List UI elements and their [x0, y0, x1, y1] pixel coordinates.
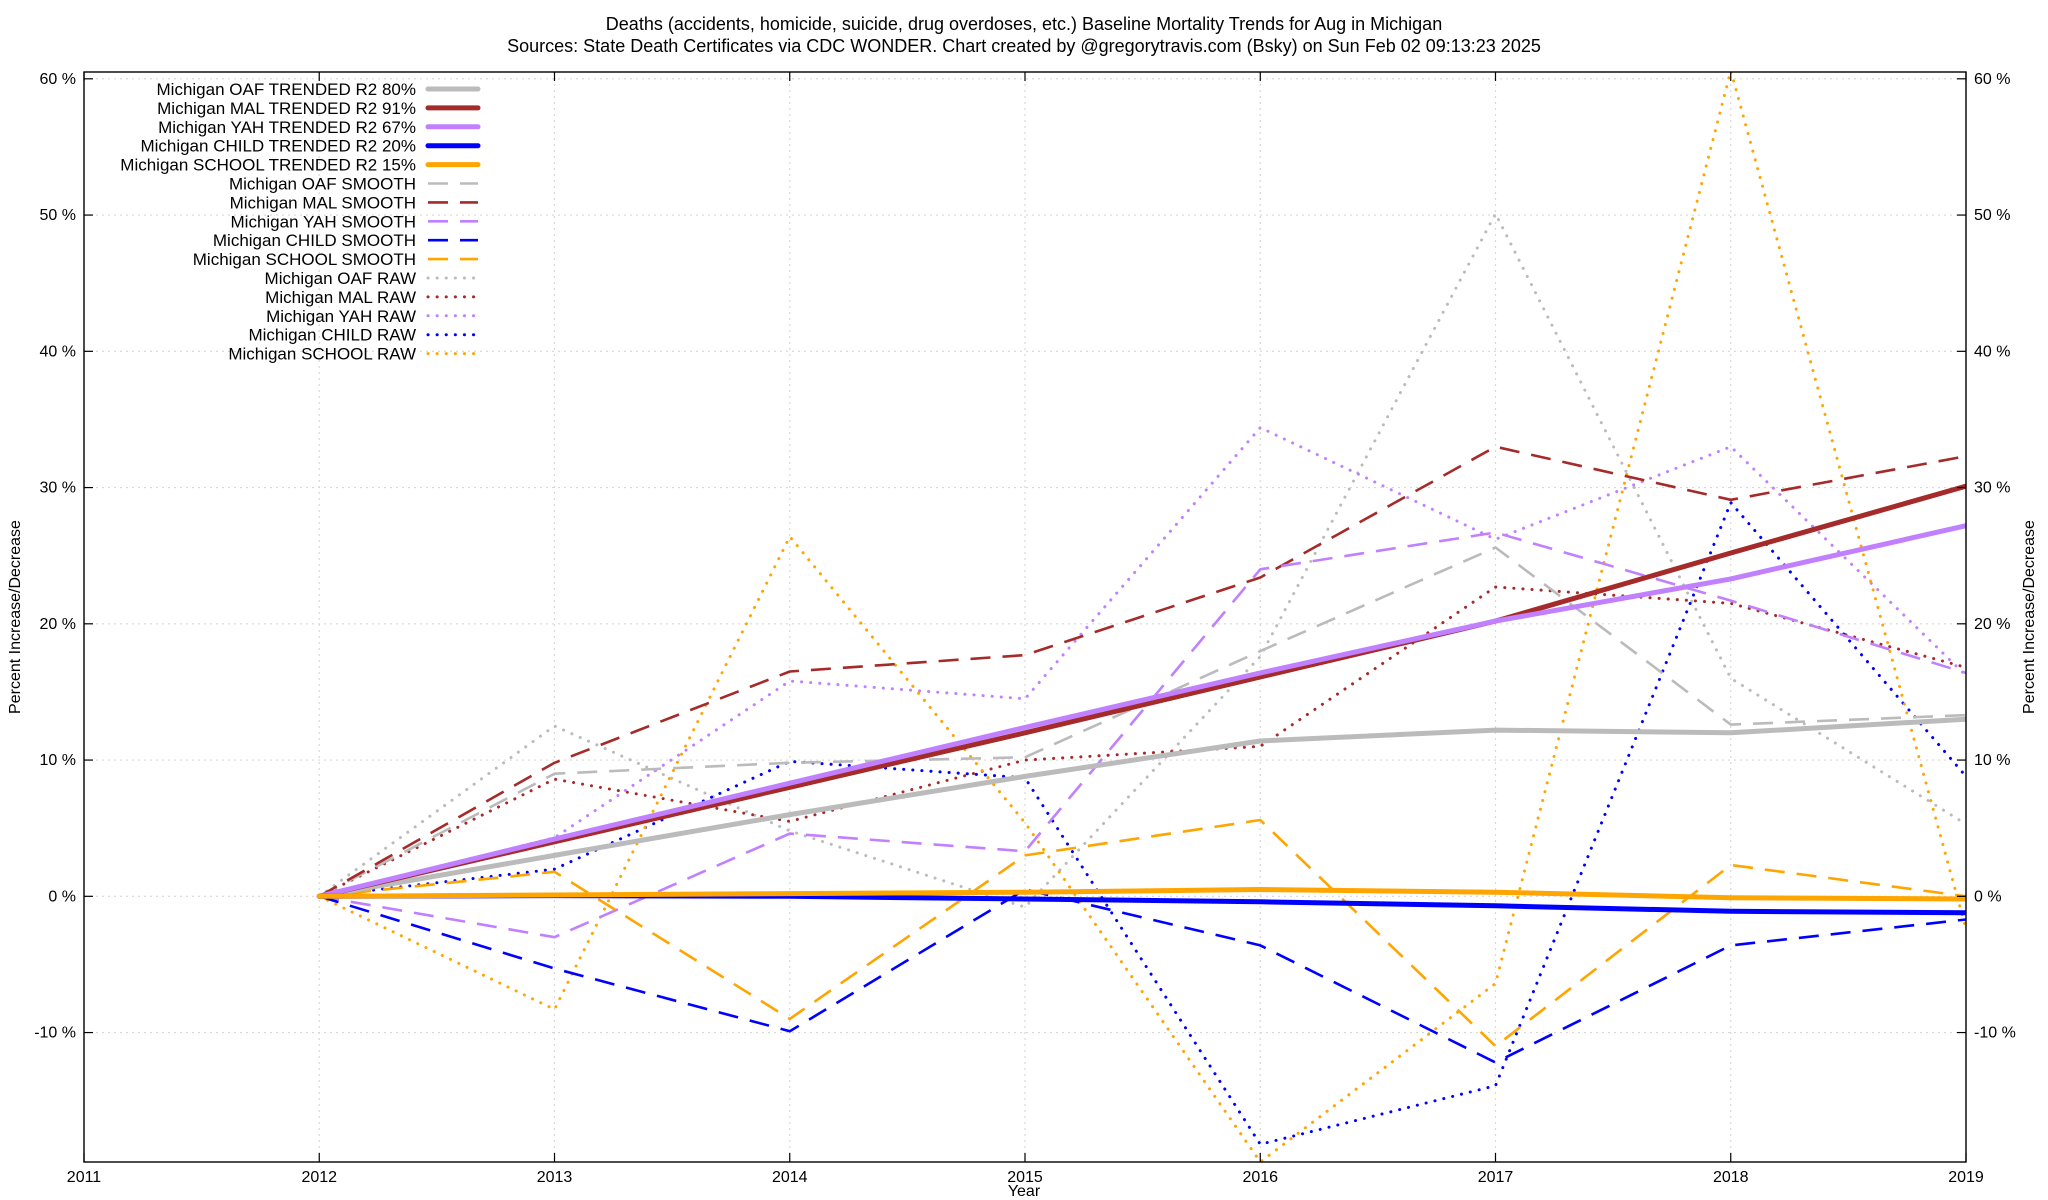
series-line-michigan-school-raw [317, 72, 1966, 1162]
y-tick-label: 40 % [40, 343, 76, 360]
legend-label: Michigan SCHOOL SMOOTH [193, 250, 416, 269]
y-tick-label: -10 % [34, 1025, 76, 1042]
series-line-michigan-oaf-smooth [318, 546, 1966, 898]
x-tick-label: 2012 [301, 1169, 337, 1186]
x-tick-label: 2016 [1242, 1169, 1278, 1186]
x-tick-label: 2015 [1007, 1169, 1043, 1186]
y2-tick-label: 40 % [1974, 343, 2010, 360]
axis-ticks: -10 % -10 % 0 % 0 % 10 % 10 % 20 % 20 % 30 % 30 %… [34, 71, 2016, 1186]
legend-label: Michigan MAL SMOOTH [230, 193, 416, 212]
legend-label: Michigan OAF SMOOTH [229, 175, 416, 194]
y2-tick-label: -10 % [1974, 1025, 2016, 1042]
y2-tick-label: 0 % [1974, 888, 2002, 905]
legend-label: Michigan OAF TRENDED R2 80% [157, 80, 417, 99]
legend-label: Michigan CHILD RAW [248, 326, 416, 345]
plot-series [316, 72, 1966, 1162]
y-tick-label: 30 % [40, 480, 76, 497]
legend-label: Michigan CHILD TRENDED R2 20% [140, 137, 416, 156]
y2-tick-label: 10 % [1974, 752, 2010, 769]
legend-label: Michigan OAF RAW [265, 269, 416, 288]
y-tick-label: 60 % [40, 71, 76, 88]
y-tick-label: 50 % [40, 207, 76, 224]
x-tick-label: 2019 [1948, 1169, 1984, 1186]
y2-tick-label: 30 % [1974, 480, 2010, 497]
series-line-michigan-yah-trended-r2-67 [316, 523, 1966, 899]
y-tick-label: 0 % [48, 888, 76, 905]
y-axis-label: Percent Increase/Decrease [7, 520, 24, 714]
y-tick-label: 20 % [40, 616, 76, 633]
legend-label: Michigan MAL TRENDED R2 91% [157, 99, 416, 118]
series-line-michigan-mal-raw [317, 585, 1966, 898]
series-line-michigan-oaf-raw [317, 212, 1966, 909]
legend: Michigan OAF TRENDED R2 80%Michigan MAL … [120, 80, 481, 364]
series-line-michigan-yah-raw [317, 426, 1966, 898]
legend-label: Michigan SCHOOL RAW [228, 345, 416, 364]
x-tick-label: 2018 [1713, 1169, 1749, 1186]
series-line-michigan-school-trended-r2-15 [316, 887, 1966, 902]
series-line-michigan-mal-trended-r2-91 [316, 483, 1966, 899]
series-line-michigan-oaf-trended-r2-80 [316, 716, 1966, 899]
legend-label: Michigan SCHOOL TRENDED R2 15% [120, 156, 416, 175]
legend-label: Michigan YAH SMOOTH [231, 212, 416, 231]
y-tick-label: 10 % [40, 752, 76, 769]
chart-title-line-2: Sources: State Death Certificates via CD… [507, 36, 1541, 56]
series-line-michigan-child-raw [317, 501, 1966, 1146]
series-line-michigan-yah-smooth [319, 531, 1966, 939]
x-tick-label: 2011 [67, 1169, 102, 1186]
x-tick-label: 2013 [537, 1169, 573, 1186]
y2-tick-label: 20 % [1974, 616, 2010, 633]
legend-label: Michigan MAL RAW [265, 288, 416, 307]
x-axis-label: Year [1008, 1183, 1041, 1200]
series-line-michigan-mal-smooth [318, 445, 1966, 898]
series-line-michigan-child-smooth [318, 888, 1966, 1064]
chart-title-line-1: Deaths (accidents, homicide, suicide, dr… [606, 14, 1442, 34]
legend-label: Michigan YAH RAW [266, 307, 416, 326]
x-tick-label: 2014 [772, 1169, 808, 1186]
y2-axis-label: Percent Increase/Decrease [2021, 520, 2038, 714]
legend-label: Michigan YAH TRENDED R2 67% [158, 118, 416, 137]
y2-tick-label: 60 % [1974, 71, 2010, 88]
y2-tick-label: 50 % [1974, 207, 2010, 224]
x-tick-label: 2017 [1478, 1169, 1514, 1186]
legend-label: Michigan CHILD SMOOTH [213, 231, 416, 250]
